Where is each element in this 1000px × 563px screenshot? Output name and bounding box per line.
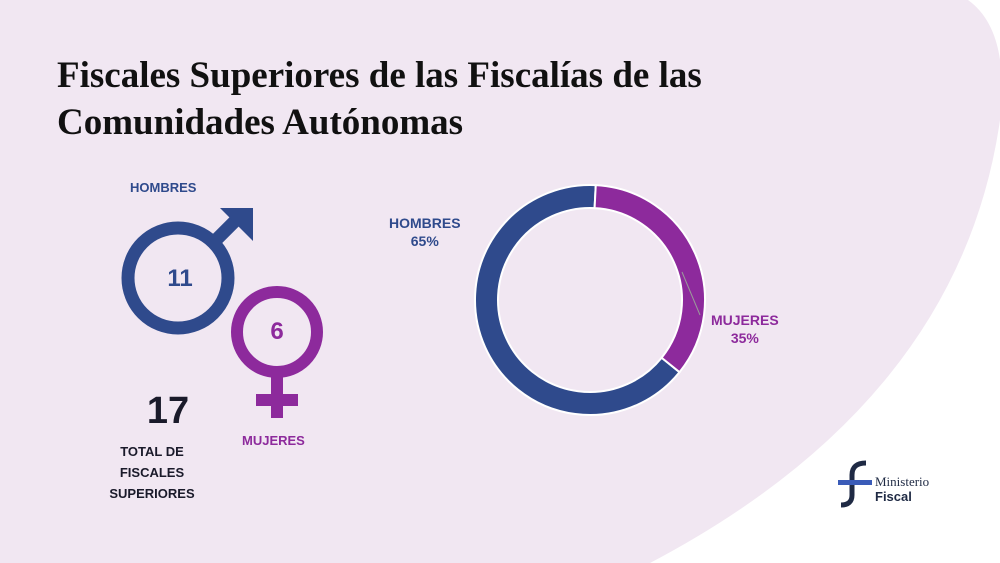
donut-chart bbox=[474, 184, 706, 416]
male-symbol-icon bbox=[121, 208, 253, 335]
title-line-2: Comunidades Autónomas bbox=[57, 102, 464, 143]
mujeres-leader-line bbox=[681, 271, 701, 316]
donut-slice-mujeres bbox=[593, 184, 706, 374]
logo-line-1: Ministerio bbox=[875, 474, 930, 489]
female-symbol-icon bbox=[231, 286, 323, 418]
hombres-icon-label: HOMBRES bbox=[130, 180, 197, 195]
mujeres-icon-label: MUJERES bbox=[242, 433, 305, 448]
mujeres-count: 6 bbox=[270, 318, 284, 345]
total-label-line-3: SUPERIORES bbox=[109, 486, 195, 501]
logo-line-2: Fiscal bbox=[875, 489, 912, 504]
donut-label-mujeres: MUJERES 35% bbox=[711, 311, 779, 347]
total-label-line-2: FISCALES bbox=[119, 465, 185, 480]
total-value: 17 bbox=[146, 390, 190, 432]
logo-text: Ministerio Fiscal bbox=[875, 474, 929, 504]
title-line-1: Fiscales Superiores de las Fiscalías de … bbox=[57, 55, 702, 96]
donut-label-hombres-name: HOMBRES bbox=[389, 215, 461, 231]
donut-label-mujeres-value: 35% bbox=[730, 330, 759, 346]
ministerio-fiscal-logo-icon bbox=[838, 460, 872, 508]
page-title: Fiscales Superiores de las Fiscalías de … bbox=[57, 52, 817, 146]
hombres-count: 11 bbox=[167, 265, 193, 292]
donut-label-hombres-value: 65% bbox=[410, 233, 439, 249]
donut-slice-hombres bbox=[474, 184, 681, 416]
total-label: TOTAL DE FISCALES SUPERIORES bbox=[92, 441, 212, 504]
donut-label-hombres: HOMBRES 65% bbox=[389, 214, 461, 250]
total-label-line-1: TOTAL DE bbox=[120, 444, 184, 459]
donut-label-mujeres-name: MUJERES bbox=[711, 312, 779, 328]
